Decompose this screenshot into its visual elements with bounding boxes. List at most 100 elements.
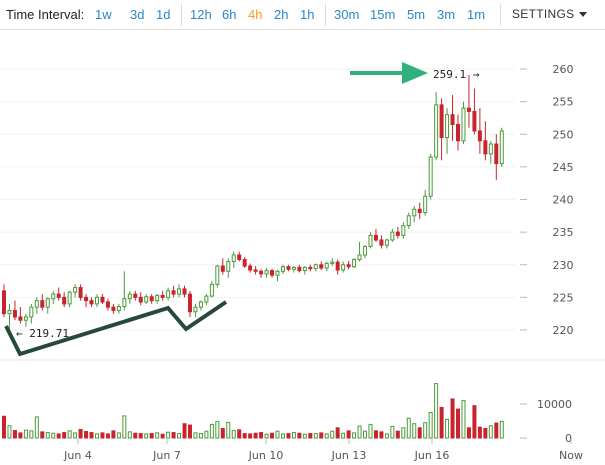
candle-body [406,215,411,227]
volume-bar [412,423,417,439]
volume-bar [488,425,493,439]
candle-body [127,293,132,300]
candle-body [78,287,83,298]
interval-3d[interactable]: 3d [130,7,145,22]
candle-body [198,301,203,308]
volume-bar [171,432,176,439]
volume-bar [286,433,291,439]
volume-bar [116,432,121,439]
volume-bar [133,432,138,439]
candle-body [171,290,176,295]
candle-body [89,300,94,305]
volume-bar [7,425,12,439]
volume-bar [330,430,335,439]
candle-body [456,123,461,142]
candle-body [149,296,154,302]
volume-bar [105,433,110,439]
candle-body [445,114,450,139]
volume-bar [406,417,411,439]
volume-tick-label: 0 [565,432,572,445]
volume-bar [204,430,209,439]
volume-bar [477,426,482,439]
toolbar-divider [325,4,326,26]
candle-body [116,306,121,311]
volume-bar [390,425,395,439]
volume-bar [363,430,368,439]
interval-1m[interactable]: 1m [467,7,486,22]
interval-12h[interactable]: 12h [190,7,212,22]
volume-bar [155,432,160,439]
price-tick-label: 225 [553,291,574,304]
volume-bar [297,432,302,439]
settings-dropdown[interactable]: SETTINGS [512,7,588,21]
candle-body [417,208,422,214]
candle-body [313,264,318,270]
volume-bar [401,427,406,439]
volume-bar [417,427,422,439]
volume-bar [220,427,225,439]
volume-bar [423,422,428,439]
candle-body [40,300,45,308]
candle-body [215,265,220,285]
time-axis: Jun 4 Jun 7 Jun 10 Jun 13 Jun 16 Now [63,439,583,462]
candle-body [363,245,368,256]
price-tick-label: 245 [553,161,574,174]
volume-bar [84,431,89,439]
volume-bar [2,415,6,439]
low-price-label: ← 219.71 [16,327,69,340]
interval-4h[interactable]: 4h [248,7,263,22]
interval-1h[interactable]: 1h [300,7,315,22]
candle-body [412,208,417,217]
volume-bar [445,418,450,439]
candle-body [187,293,192,313]
interval-30m[interactable]: 30m [334,7,360,22]
candle-body [297,266,302,272]
volume-bar [434,383,439,439]
candle-body [280,266,285,272]
interval-5m[interactable]: 5m [407,7,426,22]
interval-3m[interactable]: 3m [437,7,456,22]
candle-body [275,270,280,276]
volume-bar [248,433,253,439]
volume-bar [313,433,318,439]
volume-bar [357,425,362,439]
trend-line [4,300,228,357]
candle-body [155,294,160,302]
toolbar-divider [181,4,182,26]
price-tick-label: 230 [553,259,574,272]
volume-bar [177,433,182,439]
price-chart[interactable]: 220 225 230 235 240 245 250 255 260 0 10000 Jun 4… [0,30,605,465]
interval-6h[interactable]: 6h [222,7,237,22]
candle-body [450,114,455,125]
time-tick-label: Jun 7 [152,449,181,462]
volume-bar [384,433,389,439]
volume-bar [264,433,269,439]
arrow-right-icon [402,62,428,84]
interval-2h[interactable]: 2h [274,7,289,22]
candle-body [264,270,269,275]
candle-body [133,293,138,298]
candle-body [477,130,482,142]
interval-15m[interactable]: 15m [370,7,396,22]
volume-bar [78,429,83,439]
volume-axis: 0 10000 [520,398,572,445]
volume-bar [122,415,127,439]
candle-body [242,259,247,267]
candle-body [100,296,105,303]
volume-bar [291,432,296,439]
candle-body [7,309,12,315]
price-tick-label: 240 [553,194,574,207]
interval-1w[interactable]: 1w [95,7,112,22]
volume-bar [67,430,72,439]
interval-1d[interactable]: 1d [156,7,171,22]
volume-series [2,383,504,439]
volume-bar [56,433,61,439]
volume-bar [127,431,132,439]
time-tick-label: Jun 4 [63,449,92,462]
time-tick-label: Jun 16 [414,449,450,462]
price-tick-label: 260 [553,63,574,76]
candle-body [105,301,110,308]
candle-body [401,225,406,236]
volume-bar [209,423,214,439]
time-tick-label: Now [559,449,583,462]
